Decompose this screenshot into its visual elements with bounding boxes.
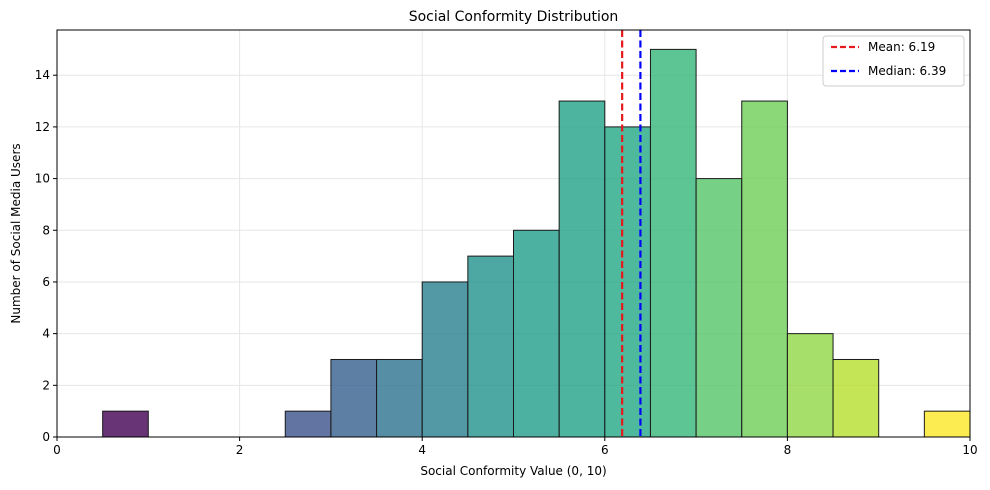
histogram-bar [421,281,469,438]
histogram-bar [102,410,149,438]
x-axis-label: Social Conformity Value (0, 10) [420,464,606,478]
axes [56,29,971,438]
histogram-bar [832,358,880,438]
histogram-bar [376,358,423,438]
histogram-bar [695,178,743,438]
y-tick-label: 8 [42,223,50,237]
histogram-bar [513,229,560,438]
x-tick-label: 10 [962,443,977,457]
histogram-bar [467,255,515,438]
legend-median-label: Median: 6.39 [868,64,946,78]
histogram-bar [558,100,606,438]
x-tick-label: 0 [53,443,61,457]
y-tick-label: 10 [35,172,50,186]
legend-box [822,35,965,87]
y-tick-label: 2 [42,378,50,392]
reference-lines [621,30,642,437]
x-tick-label: 2 [236,443,244,457]
x-tick-label: 4 [418,443,426,457]
y-tick-label: 4 [42,327,50,341]
plot-frame [56,29,971,438]
histogram-bar [284,410,332,438]
histogram-bar [330,358,378,438]
tick-labels: 0 2 4 6 8 10 0 2 4 6 8 10 12 14 [35,68,978,457]
legend: Mean: 6.19 Median: 6.39 [822,35,965,87]
chart-title: Social Conformity Distribution [409,9,619,25]
x-tick-label: 8 [784,443,792,457]
legend-mean-label: Mean: 6.19 [868,40,935,54]
histogram-bar [786,333,834,438]
histogram-bar [741,100,788,438]
histogram-bar [649,48,697,438]
y-tick-label: 12 [35,120,50,134]
y-tick-label: 6 [42,275,50,289]
histogram-bar [604,126,651,438]
y-axis-label: Number of Social Media Users [9,143,23,323]
x-tick-label: 6 [601,443,609,457]
y-tick-label: 0 [42,430,50,444]
y-tick-label: 14 [35,68,50,82]
histogram-bars [102,48,971,438]
histogram-bar [923,410,971,438]
